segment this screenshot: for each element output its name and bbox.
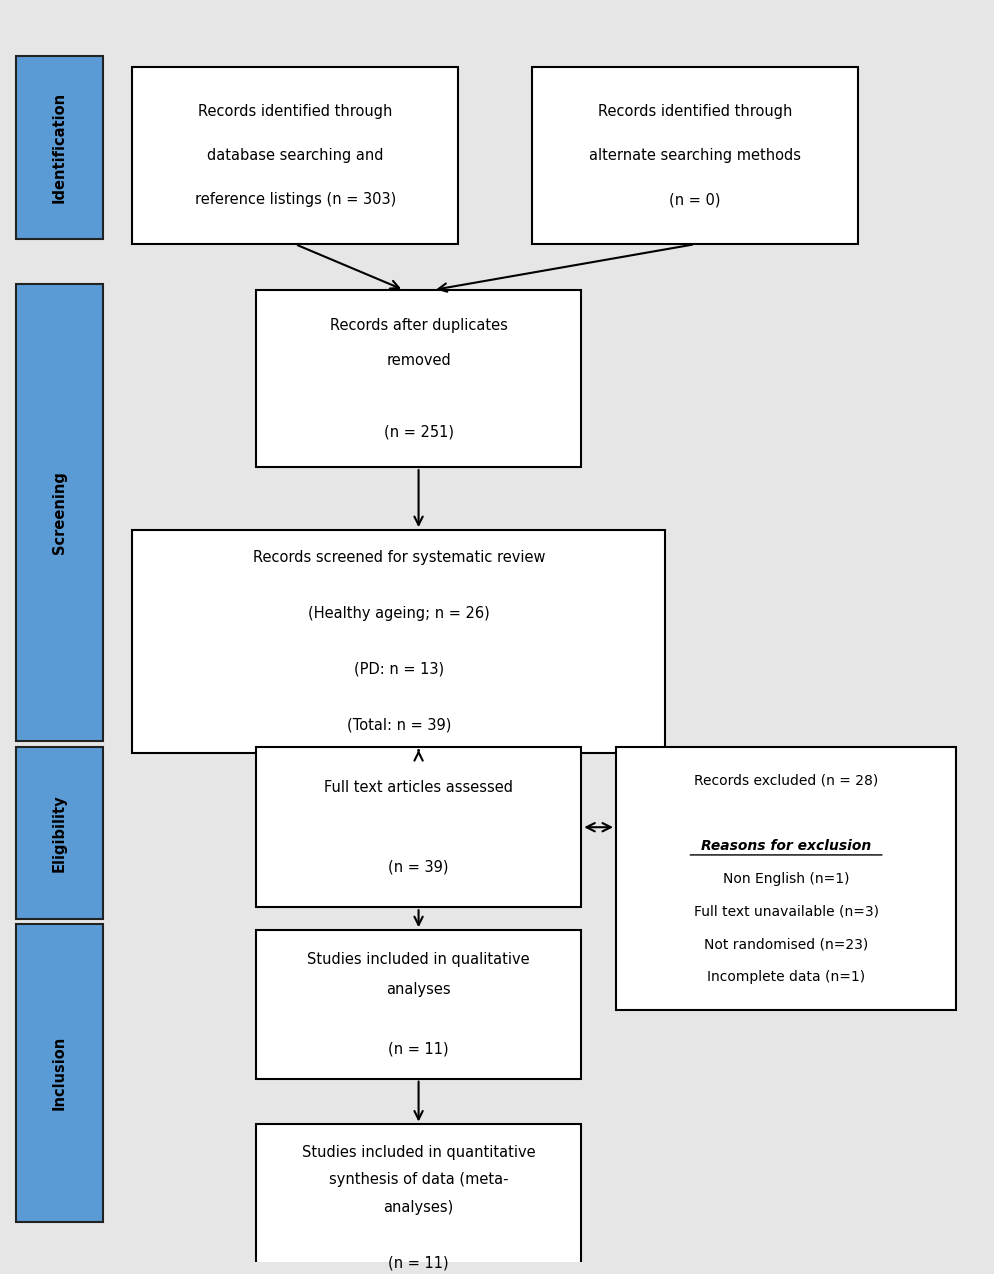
Text: Incomplete data (n=1): Incomplete data (n=1) — [707, 971, 865, 985]
Text: Non English (n=1): Non English (n=1) — [722, 871, 849, 885]
Text: Full text unavailable (n=3): Full text unavailable (n=3) — [693, 905, 878, 919]
Text: Records excluded (n = 28): Records excluded (n = 28) — [693, 773, 878, 787]
Text: synthesis of data (meta-: synthesis of data (meta- — [328, 1172, 508, 1187]
Text: (PD: n = 13): (PD: n = 13) — [354, 661, 443, 676]
Text: Records after duplicates: Records after duplicates — [329, 318, 507, 333]
Text: reference listings (n = 303): reference listings (n = 303) — [195, 192, 396, 208]
Text: Screening: Screening — [52, 471, 67, 554]
FancyBboxPatch shape — [255, 747, 580, 907]
Text: Not randomised (n=23): Not randomised (n=23) — [704, 938, 868, 952]
Text: (n = 39): (n = 39) — [388, 860, 448, 875]
Text: Records screened for systematic review: Records screened for systematic review — [252, 550, 545, 566]
FancyBboxPatch shape — [16, 925, 102, 1222]
Text: removed: removed — [386, 353, 450, 368]
Text: Inclusion: Inclusion — [52, 1036, 67, 1110]
FancyBboxPatch shape — [132, 68, 457, 245]
FancyBboxPatch shape — [255, 290, 580, 468]
Text: analyses): analyses) — [383, 1200, 453, 1215]
Text: Identification: Identification — [52, 92, 67, 203]
Text: Records identified through: Records identified through — [597, 104, 791, 118]
Text: Records identified through: Records identified through — [198, 104, 392, 118]
Text: (n = 0): (n = 0) — [668, 192, 720, 208]
Text: (Healthy ageing; n = 26): (Healthy ageing; n = 26) — [308, 606, 489, 622]
Text: Full text articles assessed: Full text articles assessed — [324, 780, 513, 795]
Text: Studies included in qualitative: Studies included in qualitative — [307, 952, 530, 967]
Text: Studies included in quantitative: Studies included in quantitative — [301, 1144, 535, 1159]
Text: Eligibility: Eligibility — [52, 794, 67, 871]
FancyBboxPatch shape — [16, 747, 102, 919]
Text: alternate searching methods: alternate searching methods — [588, 148, 800, 163]
Text: Reasons for exclusion: Reasons for exclusion — [700, 838, 871, 852]
FancyBboxPatch shape — [255, 930, 580, 1079]
FancyBboxPatch shape — [615, 747, 955, 1010]
FancyBboxPatch shape — [532, 68, 857, 245]
Text: (n = 251): (n = 251) — [383, 424, 453, 440]
Text: database searching and: database searching and — [207, 148, 383, 163]
FancyBboxPatch shape — [132, 530, 665, 753]
FancyBboxPatch shape — [16, 284, 102, 741]
Text: (n = 11): (n = 11) — [388, 1255, 448, 1270]
Text: (n = 11): (n = 11) — [388, 1041, 448, 1056]
FancyBboxPatch shape — [255, 1125, 580, 1274]
Text: analyses: analyses — [386, 982, 450, 998]
Text: (Total: n = 39): (Total: n = 39) — [346, 717, 450, 733]
FancyBboxPatch shape — [16, 56, 102, 238]
